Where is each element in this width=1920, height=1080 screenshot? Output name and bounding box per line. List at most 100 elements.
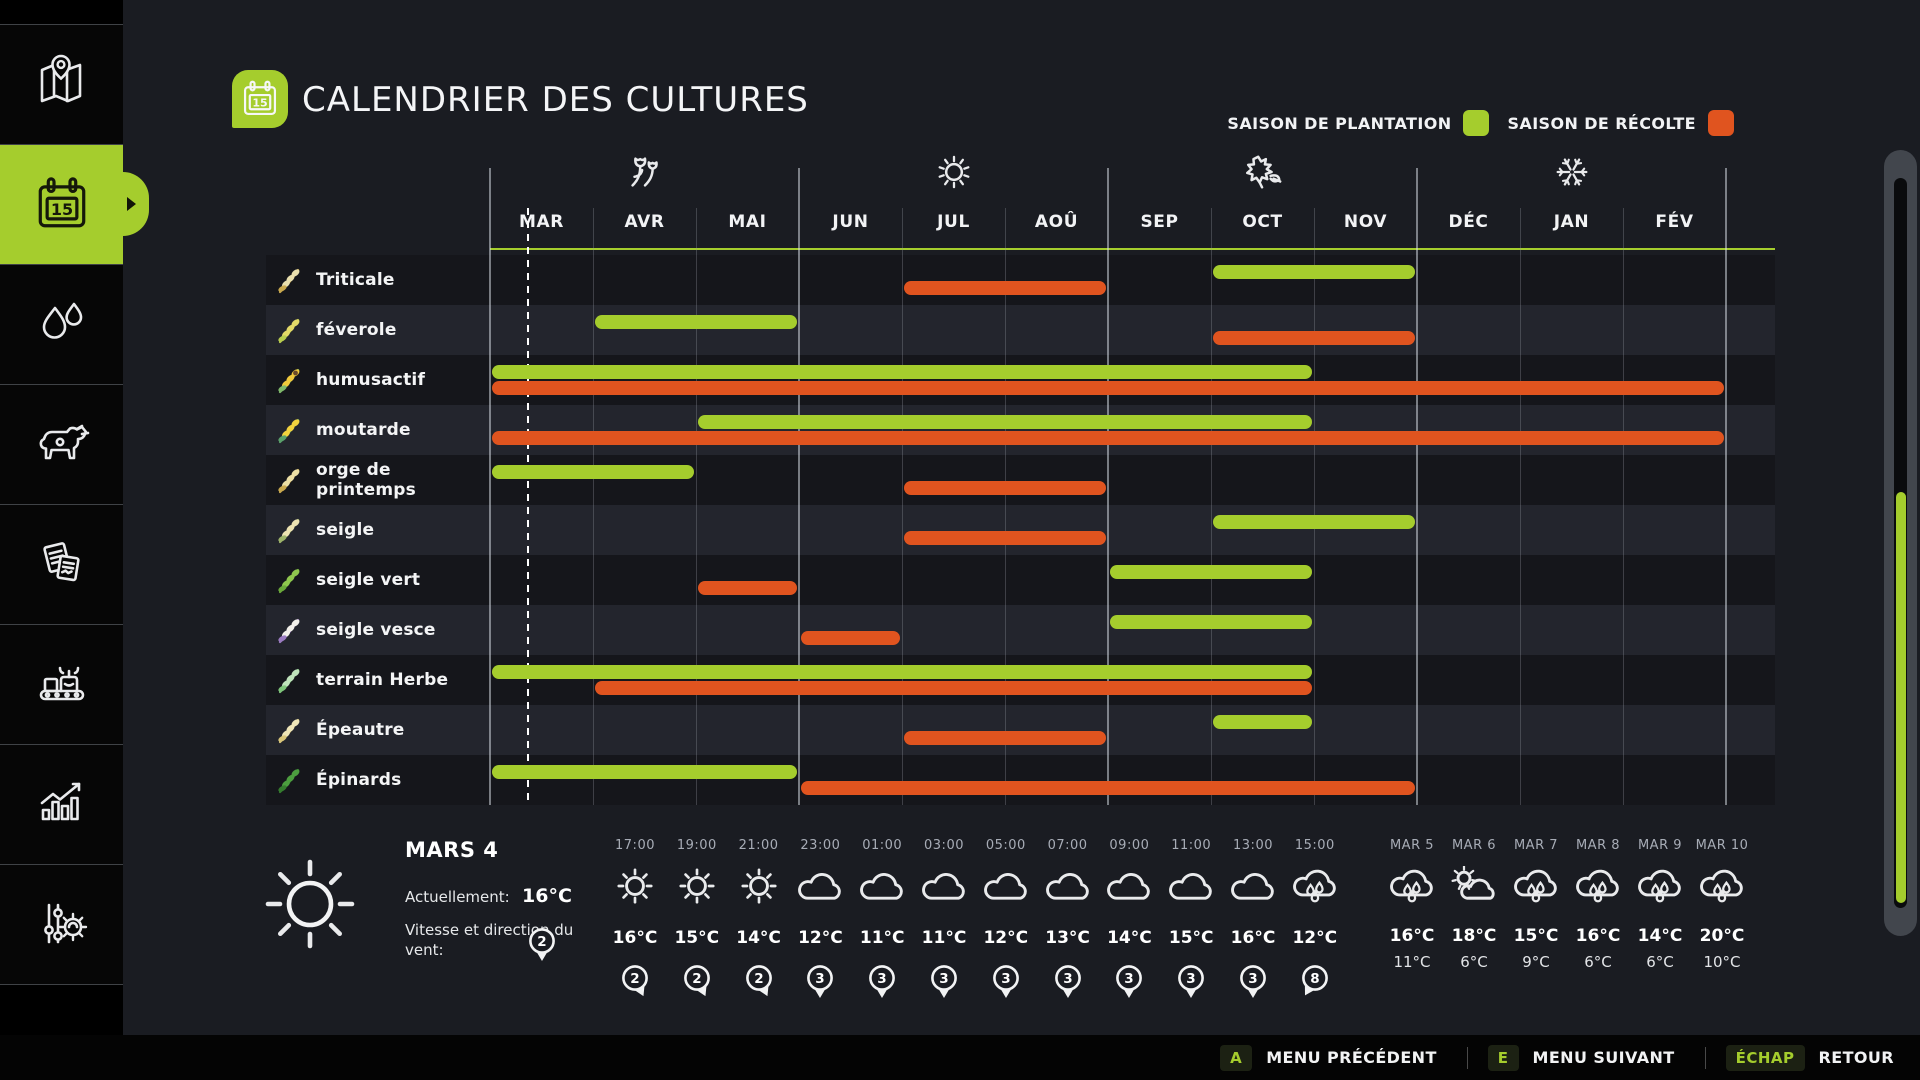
crop-row-9: terrain Herbe xyxy=(266,655,490,705)
winter-snowflake-icon xyxy=(1550,150,1594,194)
month-label-mar: MAR xyxy=(519,212,564,232)
gantt-row-band xyxy=(266,505,1775,555)
month-gridline xyxy=(1107,168,1109,805)
hourly-time: 17:00 xyxy=(615,838,655,853)
legend-recolte-label: SAISON DE RÉCOLTE xyxy=(1507,113,1696,133)
cloud-icon xyxy=(1101,866,1157,906)
harvest-bar xyxy=(904,481,1106,495)
footer-action-label[interactable]: MENU PRÉCÉDENT xyxy=(1266,1048,1437,1067)
svg-text:8: 8 xyxy=(1310,971,1319,987)
sidebar-item-calendar[interactable]: 15 xyxy=(0,144,123,264)
daily-low-temp: 9°C xyxy=(1522,953,1550,971)
cloud-icon xyxy=(1163,866,1219,906)
svg-text:3: 3 xyxy=(816,971,825,987)
crop-name: Triticale xyxy=(316,270,395,290)
sidebar-separator xyxy=(0,24,123,25)
hourly-temp: 16°C xyxy=(612,928,658,948)
hourly-wind-pin-icon: 3 xyxy=(1051,962,1085,1006)
harvest-bar xyxy=(904,281,1106,295)
svg-text:3: 3 xyxy=(1001,971,1010,987)
daily-high-temp: 20°C xyxy=(1699,926,1745,946)
crop-row-5: orge de printemps xyxy=(266,455,490,505)
current-date: MARS 4 xyxy=(405,838,499,862)
hourly-temp: 12°C xyxy=(983,928,1029,948)
daily-low-temp: 6°C xyxy=(1646,953,1674,971)
crop-name: seigle xyxy=(316,520,375,540)
calendar-icon: 15 xyxy=(30,172,94,236)
sidebar-item-contracts-documents[interactable] xyxy=(0,504,123,624)
svg-text:3: 3 xyxy=(1063,971,1072,987)
sidebar-item-statistics-chart[interactable] xyxy=(0,744,123,864)
crop-name: terrain Herbe xyxy=(316,670,449,690)
daily-date: MAR 9 xyxy=(1637,838,1683,853)
cloud-icon xyxy=(1225,866,1281,906)
legend-plantation-swatch xyxy=(1463,110,1490,136)
daily-low-temp: 6°C xyxy=(1584,953,1612,971)
plantation-bar xyxy=(1213,515,1415,529)
hourly-time: 23:00 xyxy=(800,838,841,853)
hourly-time: 13:00 xyxy=(1233,838,1273,853)
month-gridline xyxy=(489,168,491,805)
autumn-leaf-icon xyxy=(1241,150,1285,194)
water-drops-icon xyxy=(30,292,94,356)
footer-bar: A MENU PRÉCÉDENT E MENU SUIVANT ÉCHAP RETOUR xyxy=(0,1035,1920,1080)
month-gridline xyxy=(696,208,697,805)
harvest-bar xyxy=(904,531,1106,545)
sidebar-separator xyxy=(0,864,123,865)
hourly-temp: 12°C xyxy=(1292,928,1338,948)
daily-low-temp: 6°C xyxy=(1460,953,1488,971)
hourly-wind-pin-icon: 3 xyxy=(865,962,899,1006)
month-label-jun: JUN xyxy=(832,212,869,232)
settings-sliders-gear-icon xyxy=(30,892,94,956)
key-échap[interactable]: ÉCHAP xyxy=(1725,1044,1805,1071)
legend-plantation-label: SAISON DE PLANTATION xyxy=(1227,113,1452,133)
hourly-wind-pin-icon: 3 xyxy=(1174,962,1208,1006)
current-weather-sun-icon xyxy=(258,852,362,956)
sidebar-item-settings-sliders-gear[interactable] xyxy=(0,864,123,984)
sidebar-separator xyxy=(0,384,123,385)
crop-icon xyxy=(274,564,306,596)
month-label-avr: AVR xyxy=(624,212,665,232)
month-label-jan: JAN xyxy=(1553,212,1590,232)
footer-action-label[interactable]: RETOUR xyxy=(1818,1048,1894,1067)
plantation-bar xyxy=(492,665,1312,679)
footer-action-label[interactable]: MENU SUIVANT xyxy=(1532,1048,1675,1067)
plantation-bar xyxy=(492,365,1312,379)
key-a[interactable]: A xyxy=(1220,1044,1253,1071)
sidebar-item-water-drops[interactable] xyxy=(0,264,123,384)
month-label-jul: JUL xyxy=(937,212,970,232)
scrollbar-thumb[interactable] xyxy=(1895,492,1906,903)
calendar-icon: 15 xyxy=(232,70,288,128)
plantation-bar xyxy=(1213,265,1415,279)
partly-sunny-icon xyxy=(1446,866,1502,906)
hourly-time: 07:00 xyxy=(1047,838,1088,853)
crop-name: moutarde xyxy=(316,420,411,440)
sidebar-separator xyxy=(0,144,123,145)
gantt-row-band xyxy=(266,455,1775,505)
key-e[interactable]: E xyxy=(1487,1044,1519,1071)
svg-text:2: 2 xyxy=(537,934,546,950)
crop-name: féverole xyxy=(316,320,397,340)
hourly-time: 09:00 xyxy=(1109,838,1150,853)
map-icon xyxy=(30,52,94,116)
hourly-temp: 15°C xyxy=(674,928,720,948)
crop-icon xyxy=(274,614,306,646)
crop-icon xyxy=(274,414,306,446)
sidebar-item-map[interactable] xyxy=(0,24,123,144)
crop-name: Épinards xyxy=(316,770,402,790)
hourly-time: 15:00 xyxy=(1294,838,1335,853)
sidebar-item-production-conveyor[interactable] xyxy=(0,624,123,744)
sidebar-item-livestock-cow[interactable] xyxy=(0,384,123,504)
plantation-bar xyxy=(492,465,694,479)
daily-date: MAR 10 xyxy=(1695,838,1749,853)
daily-high-temp: 15°C xyxy=(1513,926,1559,946)
month-label-aoû: AOÛ xyxy=(1034,212,1079,232)
harvest-bar xyxy=(801,631,900,645)
hourly-time: 19:00 xyxy=(676,838,717,853)
statistics-chart-icon xyxy=(30,772,94,836)
month-gridline xyxy=(1005,208,1006,805)
harvest-bar xyxy=(492,381,1724,395)
hourly-wind-pin-icon: 8 xyxy=(1298,962,1332,1006)
harvest-bar xyxy=(801,781,1415,795)
